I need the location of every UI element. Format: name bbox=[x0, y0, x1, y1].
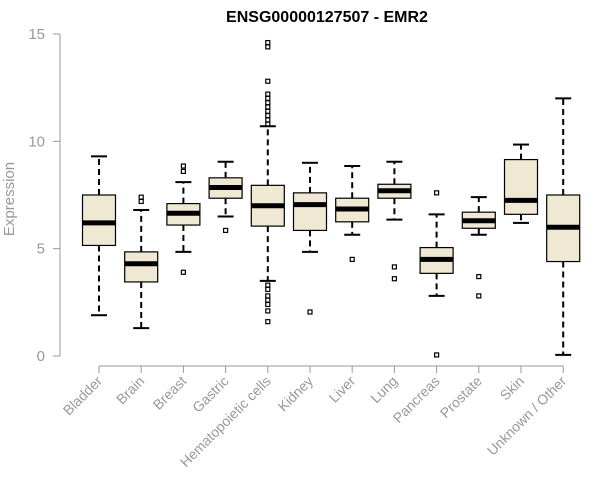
y-axis: 0 5 10 15 bbox=[28, 26, 61, 365]
outlier-point bbox=[265, 117, 271, 123]
box-lung bbox=[377, 160, 412, 282]
outlier-point bbox=[265, 100, 271, 106]
box-unknown-other bbox=[546, 97, 581, 356]
chart-title: ENSG00000127507 - EMR2 bbox=[226, 9, 428, 26]
y-tick-label: 5 bbox=[37, 241, 45, 258]
outlier-point bbox=[476, 293, 482, 299]
outlier-point bbox=[434, 190, 440, 196]
outlier-point bbox=[265, 319, 271, 325]
box-iqr bbox=[124, 251, 159, 283]
outlier-point bbox=[265, 282, 271, 288]
outlier-point bbox=[265, 121, 271, 127]
x-tick-label: Lung bbox=[367, 373, 400, 406]
x-tick-label: Prostate bbox=[437, 373, 485, 421]
outlier-point bbox=[349, 256, 355, 262]
boxes bbox=[81, 39, 581, 358]
box-skin bbox=[503, 143, 539, 224]
outlier-point bbox=[434, 352, 440, 358]
outlier-point bbox=[307, 309, 313, 315]
outlier-point bbox=[391, 264, 397, 270]
outlier-point bbox=[265, 308, 271, 314]
box-pancreas bbox=[419, 190, 454, 358]
y-tick-label: 10 bbox=[28, 133, 45, 150]
outlier-point bbox=[180, 163, 186, 169]
box-gastric bbox=[208, 160, 243, 234]
outlier-point bbox=[180, 269, 186, 275]
outlier-point bbox=[138, 198, 144, 205]
outlier-point bbox=[265, 91, 271, 97]
y-tick-label: 0 bbox=[37, 348, 45, 365]
x-tick-label: Brain bbox=[113, 373, 147, 407]
outlier-point bbox=[265, 286, 271, 293]
outlier-point bbox=[265, 39, 271, 46]
x-tick-label: Breast bbox=[150, 373, 190, 413]
box-prostate bbox=[461, 196, 496, 299]
outlier-point bbox=[265, 293, 271, 299]
outlier-point bbox=[265, 78, 271, 84]
outlier-point bbox=[265, 108, 271, 114]
outlier-point bbox=[265, 297, 271, 303]
box-brain bbox=[124, 194, 159, 330]
outlier-point bbox=[391, 276, 397, 282]
box-breast bbox=[166, 163, 201, 275]
outlier-point bbox=[265, 112, 271, 119]
box-iqr bbox=[503, 158, 539, 215]
y-axis-label: Expression bbox=[1, 162, 18, 236]
outlier-point bbox=[265, 95, 271, 102]
box-iqr bbox=[81, 194, 117, 247]
box-hematopoietic-cells bbox=[250, 39, 285, 325]
outlier-point bbox=[265, 44, 271, 50]
box-kidney bbox=[292, 161, 328, 315]
outlier-point bbox=[180, 168, 186, 174]
outlier-point bbox=[138, 194, 144, 200]
x-tick-label: Skin bbox=[497, 373, 528, 404]
box-liver bbox=[335, 165, 370, 262]
box-iqr bbox=[292, 192, 328, 232]
y-tick-label: 15 bbox=[28, 26, 45, 43]
x-tick-label: Liver bbox=[326, 373, 359, 406]
outlier-point bbox=[265, 301, 271, 308]
x-tick-label: Unknown / Other bbox=[484, 373, 570, 459]
x-tick-label: Bladder bbox=[60, 373, 106, 419]
outlier-point bbox=[476, 273, 482, 280]
x-tick-label: Pancreas bbox=[390, 373, 443, 426]
outlier-point bbox=[265, 104, 271, 110]
outlier-point bbox=[223, 227, 229, 234]
x-tick-label: Kidney bbox=[275, 373, 317, 415]
box-bladder bbox=[81, 155, 117, 317]
